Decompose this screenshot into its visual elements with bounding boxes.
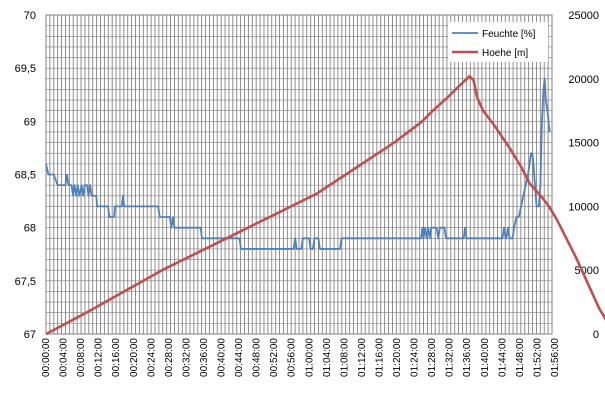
- x-axis-tick-label: 00:56:00: [287, 338, 298, 377]
- right-axis-tick-label: 15000: [568, 138, 599, 150]
- x-axis-tick-labels: 00:00:00 00:04:00 00:08:00 00:12:00 00:16:00…: [41, 338, 561, 377]
- right-axis-tick-label: 20000: [568, 74, 599, 86]
- legend-label: Feuchte [%]: [482, 29, 536, 40]
- left-axis-tick-label: 69: [24, 116, 36, 128]
- x-axis-tick-label: 00:16:00: [111, 338, 122, 377]
- x-axis-tick-label: 01:52:00: [532, 338, 543, 377]
- x-axis-tick-label: 00:28:00: [164, 338, 175, 377]
- series-lines: [45, 74, 605, 336]
- left-axis-tick-labels: 67 67,5 68 68,5 69 69,5 70: [15, 10, 36, 341]
- x-axis-tick-label: 00:40:00: [217, 338, 228, 377]
- right-axis-tick-label: 25000: [568, 10, 599, 22]
- x-axis-tick-label: 01:04:00: [322, 338, 333, 377]
- x-axis-tick-label: 00:44:00: [234, 338, 245, 377]
- x-axis-tick-label: 01:20:00: [392, 338, 403, 377]
- x-axis-tick-label: 00:08:00: [76, 338, 87, 377]
- left-axis-tick-label: 67: [24, 329, 36, 341]
- x-axis-tick-label: 00:00:00: [41, 338, 52, 377]
- x-axis-tick-label: 01:40:00: [480, 338, 491, 377]
- x-axis-tick-label: 00:48:00: [252, 338, 263, 377]
- x-axis-tick-label: 01:28:00: [427, 338, 438, 377]
- left-axis-tick-label: 70: [24, 10, 36, 22]
- x-axis-tick-label: 00:32:00: [181, 338, 192, 377]
- series-line-0: [45, 77, 551, 250]
- legend-label: Hoehe [m]: [482, 48, 528, 59]
- right-axis-tick-label: 0: [593, 329, 599, 341]
- x-axis-tick-label: 01:32:00: [445, 338, 456, 377]
- x-axis-tick-label: 01:16:00: [374, 338, 385, 377]
- x-axis-tick-label: 01:56:00: [550, 338, 561, 377]
- x-axis-tick-label: 00:52:00: [269, 338, 280, 377]
- x-axis-tick-label: 01:48:00: [515, 338, 526, 377]
- x-axis-tick-label: 00:20:00: [129, 338, 140, 377]
- right-axis-tick-label: 10000: [568, 201, 599, 213]
- x-axis-tick-label: 01:12:00: [357, 338, 368, 377]
- left-axis-tick-label: 69,5: [15, 63, 36, 75]
- x-axis-tick-label: 01:08:00: [339, 338, 350, 377]
- right-axis-tick-label: 5000: [575, 265, 599, 277]
- x-axis-tick-label: 01:24:00: [410, 338, 421, 377]
- left-axis-tick-label: 68: [24, 223, 36, 235]
- x-axis-tick-label: 01:36:00: [462, 338, 473, 377]
- x-axis-tick-label: 00:12:00: [94, 338, 105, 377]
- left-axis-tick-label: 67,5: [15, 276, 36, 288]
- x-axis-tick-label: 01:44:00: [497, 338, 508, 377]
- x-axis-tick-label: 00:04:00: [59, 338, 70, 377]
- x-axis-tick-label: 00:36:00: [199, 338, 210, 377]
- legend-box: [448, 22, 548, 62]
- x-axis-tick-label: 01:00:00: [304, 338, 315, 377]
- left-axis-tick-label: 68,5: [15, 170, 36, 182]
- legend: Feuchte [%] Hoehe [m]: [448, 22, 548, 62]
- x-axis-tick-label: 00:24:00: [146, 338, 157, 377]
- series-line-1: [45, 74, 605, 336]
